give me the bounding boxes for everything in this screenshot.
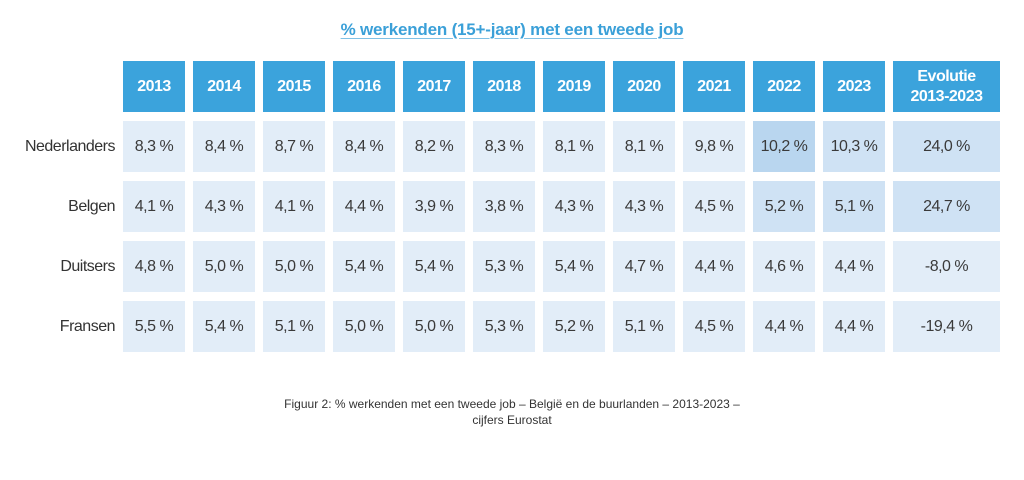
table-cell: 5,1 % [823,181,885,232]
table-title: % werkenden (15+-jaar) met een tweede jo… [0,20,1024,40]
evolution-cell: -8,0 % [893,241,1000,292]
table-cell: 4,1 % [263,181,325,232]
column-header: 2021 [683,61,745,112]
row-label: Nederlanders [24,137,116,155]
table-cell: 5,0 % [333,301,395,352]
table-cell: 4,4 % [683,241,745,292]
column-header: 2018 [473,61,535,112]
table-cell: 5,0 % [403,301,465,352]
table-cell: 5,3 % [473,301,535,352]
table-cell: 5,0 % [263,241,325,292]
table-cell: 4,3 % [193,181,255,232]
table-cell: 8,2 % [403,121,465,172]
row-label: Duitsers [60,257,115,275]
evolution-header: Evolutie 2013-2023 [893,61,1000,112]
table-cell: 8,1 % [543,121,605,172]
row-label: Fransen [59,317,116,335]
table-cell: 4,1 % [123,181,185,232]
table-cell: 4,7 % [613,241,675,292]
table-cell: 5,1 % [263,301,325,352]
table-cell: 5,0 % [193,241,255,292]
row-label: Belgen [68,197,115,215]
table-cell: 5,4 % [193,301,255,352]
caption-line2: cijfers Eurostat [472,413,552,427]
table-cell: 4,5 % [683,181,745,232]
column-header: 2019 [543,61,605,112]
table-cell: 5,2 % [543,301,605,352]
table-row: Belgen 4,1 % 4,3 % 4,1 % 4,4 % 3,9 % 3,8 % 4,3 … [16,181,1000,232]
figure-caption: Figuur 2: % werkenden met een tweede job… [0,396,1024,428]
header-row: 2013 2014 2015 2016 2017 2018 2019 2020 … [16,61,1000,112]
table-cell: 8,4 % [333,121,395,172]
table-cell: 8,7 % [263,121,325,172]
table-cell: 3,9 % [403,181,465,232]
table-cell: 5,5 % [123,301,185,352]
evolution-cell: 24,7 % [893,181,1000,232]
column-header: 2020 [613,61,675,112]
evolution-header-line2: 2013-2023 [910,87,983,105]
table-cell: 4,4 % [823,301,885,352]
table-cell: 4,4 % [333,181,395,232]
table-cell: 4,4 % [753,301,815,352]
evolution-cell: 24,0 % [893,121,1000,172]
evolution-header-line1: Evolutie [917,67,976,85]
table-title-text: % werkenden (15+-jaar) met een tweede jo… [340,20,684,39]
column-header: 2017 [403,61,465,112]
table-cell: 5,4 % [543,241,605,292]
column-header: 2016 [333,61,395,112]
data-table: 2013 2014 2015 2016 2017 2018 2019 2020 … [8,52,1008,361]
column-header: 2015 [263,61,325,112]
table-cell: 5,1 % [613,301,675,352]
column-header: 2022 [753,61,815,112]
table-row: Nederlanders 8,3 % 8,4 % 8,7 % 8,4 % 8,2 % 8,3… [16,121,1000,172]
table-cell: 8,4 % [193,121,255,172]
column-header: 2014 [193,61,255,112]
table-cell: 3,8 % [473,181,535,232]
table-row: Fransen 5,5 % 5,4 % 5,1 % 5,0 % 5,0 % 5,3 % 5,2… [16,301,1000,352]
table-cell: 8,3 % [473,121,535,172]
table-cell: 4,5 % [683,301,745,352]
table-cell: 5,3 % [473,241,535,292]
table-cell: 4,8 % [123,241,185,292]
table-row: Duitsers 4,8 % 5,0 % 5,0 % 5,4 % 5,4 % 5,3 % 5,… [16,241,1000,292]
table-cell: 4,3 % [543,181,605,232]
evolution-cell: -19,4 % [893,301,1000,352]
table-cell: 4,4 % [823,241,885,292]
table-cell: 10,3 % [823,121,885,172]
header-corner [16,61,115,112]
table-cell: 8,1 % [613,121,675,172]
column-header: 2023 [823,61,885,112]
table-cell: 4,6 % [753,241,815,292]
column-header: 2013 [123,61,185,112]
caption-line1: Figuur 2: % werkenden met een tweede job… [284,397,740,411]
table-cell: 10,2 % [753,121,815,172]
table-cell: 4,3 % [613,181,675,232]
table-cell: 5,4 % [403,241,465,292]
table-cell: 8,3 % [123,121,185,172]
table-cell: 5,4 % [333,241,395,292]
table-cell: 5,2 % [753,181,815,232]
table-cell: 9,8 % [683,121,745,172]
